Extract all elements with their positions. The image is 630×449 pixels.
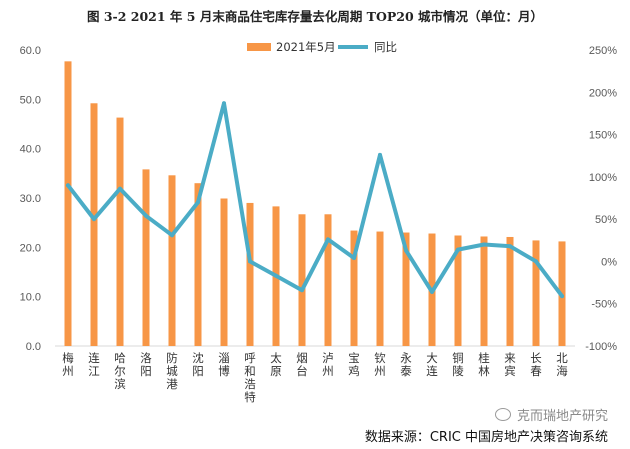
category-label: 永泰	[400, 351, 412, 378]
bar	[194, 183, 202, 346]
category-label: 桂林	[478, 351, 490, 378]
right-axis-tick-label: 150%	[589, 130, 617, 142]
category-label: 太原	[270, 351, 282, 378]
right-axis-tick-label: 50%	[595, 214, 617, 226]
line-point	[248, 259, 252, 264]
category-label: 大连	[426, 351, 438, 378]
category-label: 梅州	[62, 351, 74, 378]
line-point	[430, 289, 434, 294]
right-axis: -100% -50% 0% 50% 100% 150% 200% 250%	[585, 45, 617, 353]
category-label: 淄博	[218, 351, 230, 378]
wechat-icon	[494, 408, 511, 421]
line-point	[300, 288, 304, 293]
yoy-line	[66, 101, 564, 299]
category-label: 铜陵	[452, 351, 464, 378]
category-label: 泸州	[322, 351, 334, 378]
category-label: 防城港	[166, 351, 178, 391]
bar	[532, 240, 540, 346]
bar-series	[64, 61, 566, 346]
right-axis-tick-label: 200%	[589, 87, 617, 99]
bar	[454, 235, 462, 346]
bar	[246, 202, 254, 346]
category-label: 长春	[530, 351, 542, 378]
category-label: 宝鸡	[348, 351, 360, 378]
watermark-text: 克而瑞地产研究	[516, 409, 608, 424]
bar	[142, 169, 150, 346]
bar	[168, 175, 176, 346]
line-point	[326, 237, 330, 242]
line-point	[274, 273, 278, 278]
bar	[90, 103, 98, 346]
left-axis-tick-label: 30.0	[20, 193, 41, 205]
bar	[324, 214, 332, 346]
line-point	[404, 248, 408, 253]
bar	[480, 236, 488, 346]
line-point	[352, 256, 356, 261]
bar	[116, 117, 124, 346]
line-point	[378, 152, 382, 157]
line-point	[482, 242, 486, 247]
line-point	[508, 244, 512, 249]
category-label: 连江	[88, 351, 100, 378]
right-axis-tick-label: -50%	[591, 299, 617, 311]
left-axis-tick-label: 60.0	[20, 45, 41, 57]
line-point	[66, 183, 70, 188]
right-axis-tick-label: 100%	[589, 172, 617, 184]
category-label: 钦州	[374, 351, 386, 378]
left-axis-tick-label: 20.0	[20, 242, 41, 254]
legend: 2021年5月 同比	[247, 40, 397, 54]
line-point	[170, 233, 174, 238]
line-point	[560, 294, 564, 299]
category-label: 北海	[556, 351, 568, 378]
line-point	[196, 200, 200, 205]
left-axis-tick-label: 50.0	[20, 94, 41, 106]
chart-title: 图 3-2 2021 年 5 月末商品住宅库存量去化周期 TOP20 城市情况（…	[86, 9, 544, 24]
right-axis-tick-label: 0%	[601, 256, 617, 268]
line-point	[222, 101, 226, 106]
left-axis: 0.0 10.0 20.0 30.0 40.0 50.0 60.0	[20, 45, 41, 353]
line-point	[92, 217, 96, 222]
category-label: 哈尔滨	[114, 351, 126, 391]
right-axis-tick-label: 250%	[589, 45, 617, 57]
bar	[220, 198, 228, 346]
line-point	[456, 247, 460, 252]
bar	[298, 214, 306, 346]
line-series	[66, 101, 564, 299]
line-point	[144, 213, 148, 218]
line-point	[534, 259, 538, 264]
category-label: 来宾	[504, 351, 516, 378]
category-label: 沈阳	[192, 351, 204, 378]
legend-label-bar: 2021年5月	[276, 40, 336, 54]
watermark: 克而瑞地产研究	[494, 405, 608, 424]
category-label: 烟台	[296, 351, 308, 378]
left-axis-tick-label: 40.0	[20, 144, 41, 156]
source-note: 数据来源：CRIC 中国房地产决策咨询系统	[364, 430, 608, 445]
bar	[376, 231, 384, 346]
bar	[506, 236, 514, 346]
right-axis-tick-label: -100%	[585, 341, 617, 353]
bar	[350, 230, 358, 346]
category-label: 呼和浩特	[244, 351, 256, 404]
bar	[64, 61, 72, 346]
line-point	[118, 186, 122, 191]
left-axis-tick-label: 0.0	[26, 341, 41, 353]
bar	[402, 232, 410, 346]
category-label: 洛阳	[140, 351, 152, 378]
left-axis-tick-label: 10.0	[20, 292, 41, 304]
legend-bar-swatch	[247, 43, 271, 51]
legend-label-line: 同比	[374, 40, 397, 54]
